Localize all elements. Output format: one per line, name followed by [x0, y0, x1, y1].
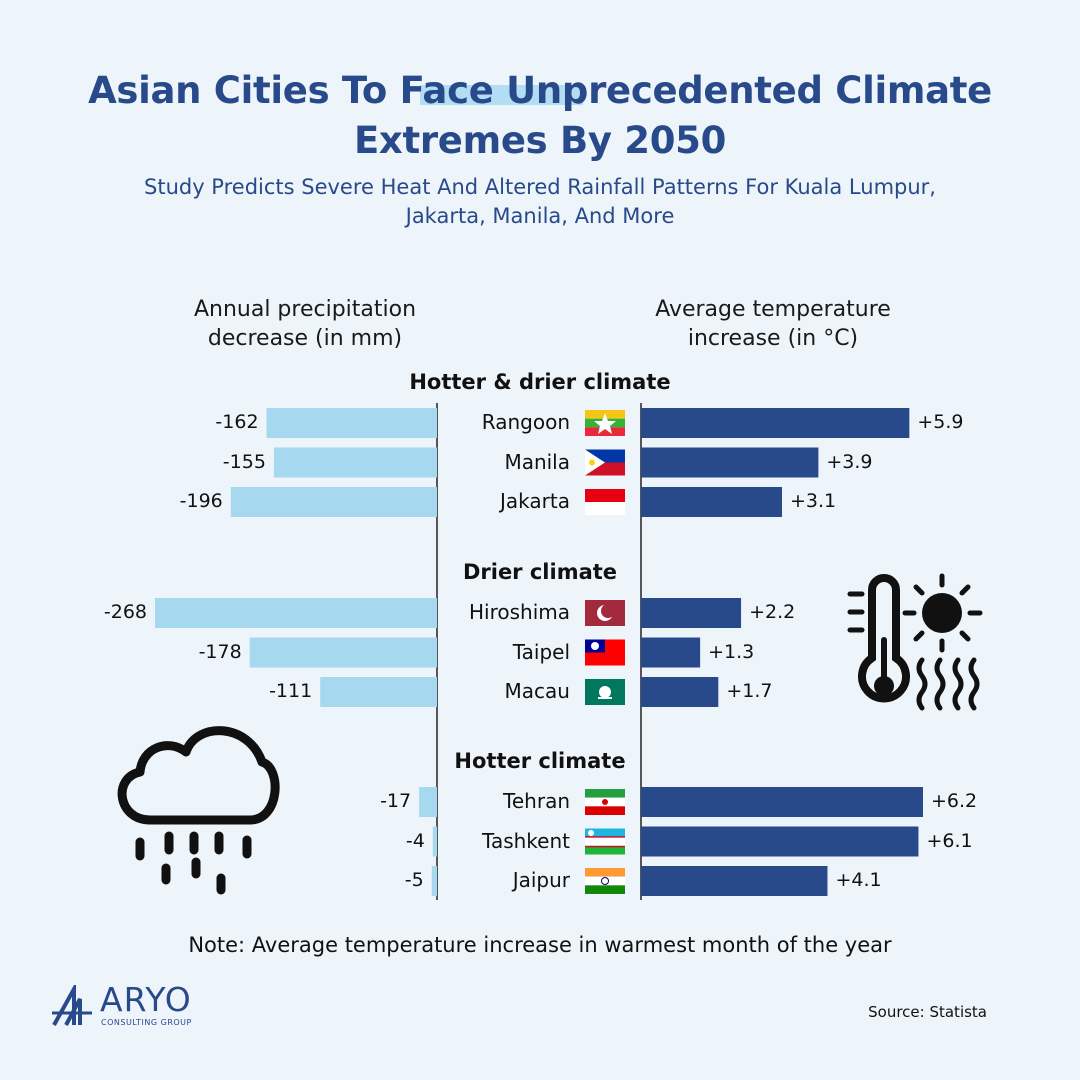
footnote: Note: Average temperature increase in wa…	[188, 933, 892, 957]
temp-value-label: +1.7	[726, 680, 773, 702]
aryo-logo-icon	[52, 985, 92, 1026]
flag-philippines-icon	[585, 449, 625, 476]
precip-value-label: -17	[380, 790, 412, 812]
city-name: Tehran	[503, 789, 570, 813]
title-line-1: Asian Cities To Face Unprecedented Clima…	[88, 69, 992, 112]
temp-value-label: +6.1	[926, 829, 973, 852]
temp-bar	[641, 408, 910, 438]
temp-value-label: +3.1	[790, 490, 837, 512]
precip-value-label: -4	[405, 829, 425, 852]
precip-bar	[273, 447, 437, 478]
temp-bar	[641, 866, 828, 896]
precip-value-label: -155	[222, 450, 266, 473]
city-name: Tashkent	[482, 828, 570, 853]
temp-header-line-2: increase (in °C)	[687, 326, 859, 351]
precip-value-label: -196	[179, 490, 223, 512]
precip-value-label: -268	[103, 601, 147, 623]
precip-header-line-1: Annual precipitation	[193, 297, 417, 322]
rain-cloud-icon	[117, 726, 280, 895]
precip-bar	[432, 826, 437, 857]
page-subtitle: Study Predicts Severe Heat And Altered R…	[60, 173, 1020, 231]
temp-bar	[641, 598, 742, 628]
city-name: Jakarta	[500, 489, 570, 513]
temp-bar	[641, 637, 701, 668]
temp-value-label: +3.9	[826, 450, 873, 473]
temp-value-label: +1.3	[708, 640, 755, 663]
logo-subtitle: CONSULTING GROUP	[101, 1018, 192, 1027]
group-label: Drier climate	[462, 560, 618, 584]
precip-bar	[320, 677, 437, 707]
precip-value-label: -111	[269, 680, 313, 702]
city-name: Rangoon	[481, 410, 570, 434]
page-title: Asian Cities To Face Unprecedented Clima…	[0, 66, 1080, 166]
precip-value-label: -178	[198, 640, 242, 663]
precip-bar	[155, 598, 437, 628]
flag-myanmar-icon	[585, 410, 625, 436]
group-label: Hotter climate	[454, 749, 626, 773]
title-highlight	[420, 85, 583, 105]
group-label: Hotter & drier climate	[409, 370, 671, 394]
temp-value-label: +4.1	[835, 869, 882, 891]
subtitle-line-2: Jakarta, Manila, And More	[405, 204, 675, 228]
precip-bar	[431, 866, 437, 896]
precip-bar	[249, 637, 437, 668]
city-name: Jaipur	[512, 868, 570, 892]
thermometer-sun-icon	[847, 573, 983, 711]
city-name: Macau	[504, 679, 570, 703]
temp-value-label: +6.2	[931, 790, 978, 812]
temp-bar	[641, 787, 923, 817]
bars-layer	[155, 408, 923, 896]
flag-iran-icon	[585, 789, 625, 815]
flag-macau-icon	[585, 679, 625, 705]
subtitle-line-1: Study Predicts Severe Heat And Altered R…	[144, 175, 936, 199]
flag-india-icon	[585, 868, 625, 894]
flag-taiwan-icon	[585, 639, 625, 666]
temp-bar	[641, 487, 782, 517]
precip-bar	[230, 487, 437, 517]
precip-value-label: -162	[215, 411, 259, 433]
temp-bar	[641, 447, 819, 478]
temp-bar	[641, 677, 719, 707]
city-name: Hiroshima	[468, 600, 570, 624]
city-name: Taipel	[512, 639, 570, 664]
temp-value-label: +2.2	[749, 601, 796, 623]
temp-column-header: Average temperature increase (in °C)	[618, 295, 928, 353]
temp-value-label: +5.9	[917, 411, 964, 433]
precip-bar	[266, 408, 437, 438]
precip-header-line-2: decrease (in mm)	[207, 326, 403, 351]
temp-header-line-1: Average temperature	[655, 297, 891, 322]
flag-indonesia-icon	[585, 489, 625, 515]
precip-value-label: -5	[404, 869, 424, 891]
temp-bar	[641, 826, 919, 857]
precip-column-header: Annual precipitation decrease (in mm)	[150, 295, 460, 353]
city-name: Manila	[504, 449, 570, 474]
source-note: Source: Statista	[868, 1003, 987, 1021]
logo-name: ARYO	[100, 980, 192, 1019]
precip-bar	[419, 787, 437, 817]
title-line-2: Extremes By 2050	[353, 119, 727, 162]
flag-hiroshima-icon	[585, 600, 625, 626]
flag-uzbekistan-icon	[585, 828, 625, 855]
